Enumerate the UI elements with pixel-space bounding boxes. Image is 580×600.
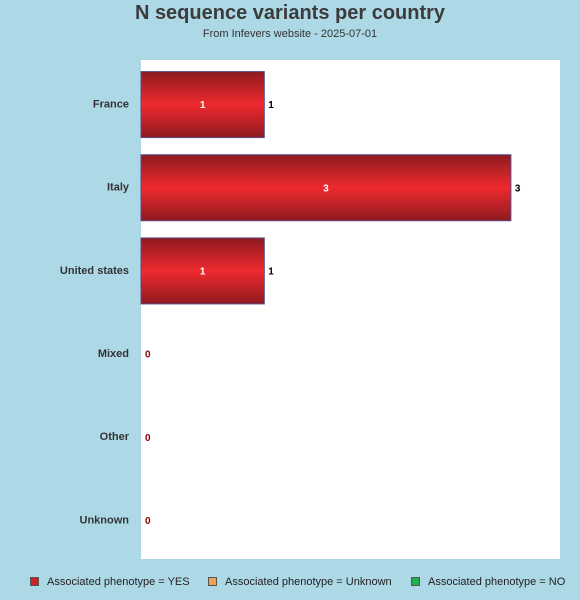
legend-label-yes: Associated phenotype = YES (47, 576, 190, 588)
legend-swatch-yes (30, 576, 39, 586)
legend-swatch-no (411, 576, 420, 586)
bar-united-states[interactable] (140, 237, 265, 305)
category-label-other: Other (100, 431, 130, 443)
legend-label-no: Associated phenotype = NO (428, 576, 566, 588)
legend-swatch-unknown (208, 576, 217, 586)
bar-inner-label-france: 1 (200, 100, 206, 111)
legend-item-unknown[interactable]: Associated phenotype = Unknown (208, 576, 392, 588)
legend-item-no[interactable]: Associated phenotype = NO (411, 576, 565, 588)
category-label-unknown: Unknown (80, 514, 130, 526)
zero-label-mixed: 0 (145, 350, 151, 361)
chart-subtitle: From Infevers website - 2025-07-01 (202, 28, 378, 40)
zero-label-unknown: 0 (145, 516, 151, 527)
bar-total-label-united-states: 1 (268, 267, 274, 278)
bar-total-label-italy: 3 (515, 183, 521, 194)
category-label-italy: Italy (107, 182, 130, 194)
category-label-united-states: United states (60, 265, 129, 277)
bar-total-label-france: 1 (268, 100, 274, 111)
plot-area (141, 60, 560, 559)
bar-italy[interactable] (140, 154, 512, 222)
category-label-france: France (93, 98, 129, 110)
bar-france[interactable] (140, 71, 265, 139)
chart-title: N sequence variants per country (134, 2, 446, 24)
zero-label-other: 0 (145, 433, 151, 444)
bar-inner-label-united-states: 1 (200, 267, 206, 278)
legend: Associated phenotype = YES Associated ph… (0, 574, 580, 592)
category-label-mixed: Mixed (98, 348, 129, 360)
bar-inner-label-italy: 3 (323, 183, 329, 194)
legend-label-unknown: Associated phenotype = Unknown (225, 576, 392, 588)
legend-item-yes[interactable]: Associated phenotype = YES (30, 576, 190, 588)
